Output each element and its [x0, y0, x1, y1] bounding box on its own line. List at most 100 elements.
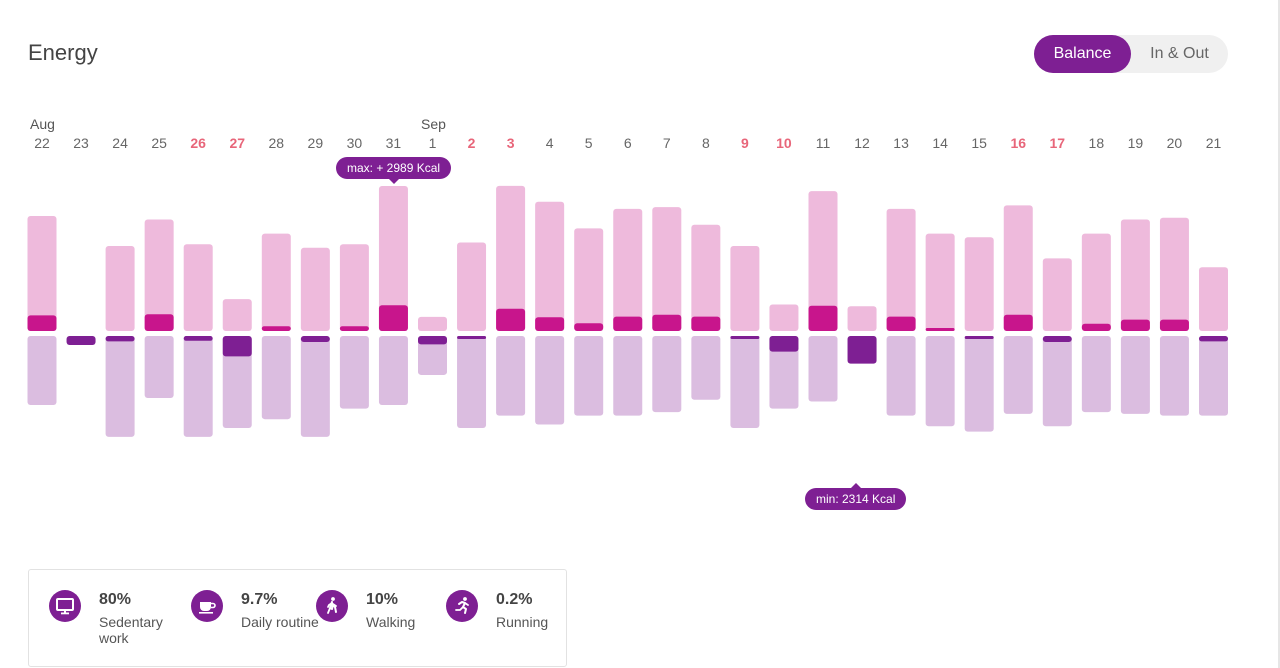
burn-bar[interactable]: [378, 336, 408, 406]
burn-bar[interactable]: [652, 336, 682, 413]
intake-bar[interactable]: [1159, 217, 1189, 331]
burn-bar[interactable]: [222, 336, 252, 429]
intake-bar[interactable]: [1042, 258, 1072, 331]
deficit-bar[interactable]: [418, 336, 447, 345]
intake-bar[interactable]: [1199, 267, 1228, 331]
surplus-bar[interactable]: [1081, 323, 1111, 331]
intake-bar[interactable]: [964, 237, 994, 331]
deficit-bar[interactable]: [964, 336, 994, 339]
burn-bar[interactable]: [457, 336, 487, 429]
surplus-bar[interactable]: [574, 323, 604, 331]
walking-icon: [316, 590, 348, 622]
surplus-bar[interactable]: [691, 316, 721, 331]
intake-bar[interactable]: [769, 304, 799, 331]
intake-bar[interactable]: [457, 242, 487, 332]
intake-bar[interactable]: [144, 219, 174, 331]
view-toggle[interactable]: Balance In & Out: [1034, 35, 1228, 73]
burn-bar[interactable]: [1081, 336, 1111, 413]
surplus-bar[interactable]: [261, 326, 291, 331]
intake-bar[interactable]: [300, 247, 330, 331]
burn-bar[interactable]: [339, 336, 369, 409]
burn-bar[interactable]: [496, 336, 526, 416]
deficit-bar[interactable]: [1199, 336, 1228, 342]
deficit-bar[interactable]: [300, 336, 330, 342]
intake-bar[interactable]: [496, 185, 526, 331]
burn-bar[interactable]: [300, 336, 330, 437]
deficit-bar[interactable]: [730, 336, 760, 339]
legend-percent: 80%: [99, 591, 132, 608]
burn-bar[interactable]: [1120, 336, 1150, 414]
deficit-bar[interactable]: [457, 336, 487, 339]
burn-bar[interactable]: [808, 336, 838, 402]
burn-bar[interactable]: [1159, 336, 1189, 416]
legend-percent: 9.7%: [241, 591, 278, 608]
surplus-bar[interactable]: [613, 316, 643, 331]
deficit-bar[interactable]: [769, 336, 799, 352]
burn-bar[interactable]: [730, 336, 760, 429]
burn-bar[interactable]: [574, 336, 604, 416]
burn-bar[interactable]: [886, 336, 916, 416]
burn-bar[interactable]: [183, 336, 213, 437]
surplus-bar[interactable]: [1159, 319, 1189, 331]
surplus-bar[interactable]: [144, 314, 174, 331]
burn-bar[interactable]: [691, 336, 721, 400]
intake-bar[interactable]: [847, 306, 877, 331]
intake-bar[interactable]: [183, 244, 213, 331]
burn-bar[interactable]: [769, 336, 799, 409]
burn-bar[interactable]: [261, 336, 291, 420]
intake-bar[interactable]: [339, 244, 369, 331]
surplus-bar[interactable]: [808, 305, 838, 331]
surplus-bar[interactable]: [652, 314, 682, 331]
intake-bar[interactable]: [1003, 205, 1033, 331]
burn-bar[interactable]: [27, 336, 57, 406]
day-label: 22: [34, 135, 50, 151]
surplus-bar[interactable]: [378, 305, 408, 331]
surplus-bar[interactable]: [535, 317, 565, 331]
burn-bar[interactable]: [105, 336, 135, 437]
deficit-bar[interactable]: [847, 336, 877, 364]
burn-bar[interactable]: [964, 336, 994, 432]
intake-bar[interactable]: [1081, 233, 1111, 331]
deficit-bar[interactable]: [222, 336, 252, 357]
intake-bar[interactable]: [222, 299, 252, 331]
burn-bar[interactable]: [1042, 336, 1072, 427]
intake-bar[interactable]: [574, 228, 604, 331]
intake-bar[interactable]: [27, 215, 57, 331]
surplus-bar[interactable]: [27, 315, 57, 331]
deficit-bar[interactable]: [183, 336, 213, 341]
intake-bar[interactable]: [261, 233, 291, 331]
surplus-bar[interactable]: [1120, 319, 1150, 331]
intake-bar[interactable]: [418, 316, 447, 331]
in-out-toggle-button[interactable]: In & Out: [1150, 45, 1209, 62]
surplus-bar[interactable]: [1003, 314, 1033, 331]
intake-bar[interactable]: [691, 224, 721, 331]
surplus-bar[interactable]: [886, 316, 916, 331]
intake-bar[interactable]: [925, 233, 955, 331]
surplus-bar[interactable]: [925, 328, 955, 331]
burn-bar[interactable]: [613, 336, 643, 416]
surplus-bar[interactable]: [496, 308, 526, 331]
day-label: 3: [506, 135, 515, 151]
intake-bar[interactable]: [652, 207, 682, 331]
burn-bar[interactable]: [418, 336, 447, 375]
intake-bar[interactable]: [378, 186, 408, 331]
deficit-bar[interactable]: [105, 336, 135, 342]
balance-toggle-button[interactable]: Balance: [1034, 35, 1131, 73]
burn-bar[interactable]: [847, 336, 877, 362]
burn-bar[interactable]: [1199, 336, 1228, 416]
deficit-bar[interactable]: [1042, 336, 1072, 342]
day-label: 16: [1010, 135, 1027, 151]
deficit-bar[interactable]: [66, 336, 96, 345]
burn-bar[interactable]: [1003, 336, 1033, 414]
intake-bar[interactable]: [730, 246, 760, 331]
intake-bar[interactable]: [105, 246, 135, 331]
intake-bar[interactable]: [613, 208, 643, 331]
intake-bar[interactable]: [808, 191, 838, 331]
burn-bar[interactable]: [144, 336, 174, 398]
burn-bar[interactable]: [925, 336, 955, 427]
intake-bar[interactable]: [886, 208, 916, 331]
burn-bar[interactable]: [535, 336, 565, 425]
surplus-bar[interactable]: [339, 326, 369, 331]
intake-bar[interactable]: [535, 201, 565, 331]
intake-bar[interactable]: [1120, 219, 1150, 331]
